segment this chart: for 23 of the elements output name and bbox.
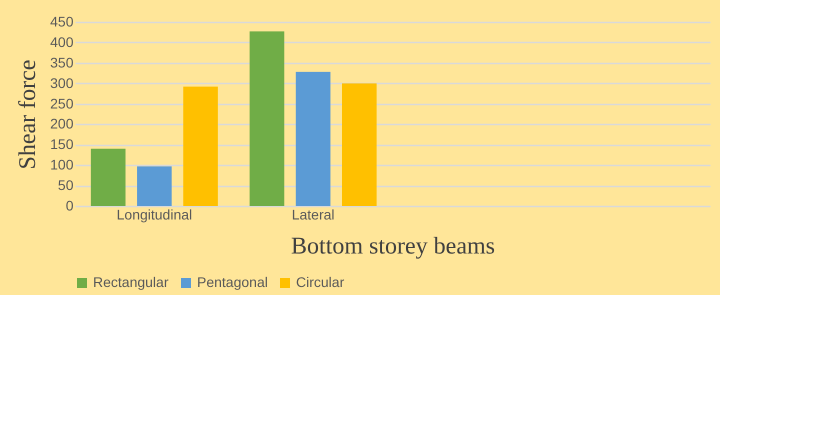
y-tick-label: 0 [66,198,74,214]
y-tick-label: 350 [50,54,74,70]
y-tick-label: 250 [50,95,74,112]
y-tick-label: 300 [50,74,74,91]
y-tick-label: 400 [50,34,74,50]
bar [137,166,172,206]
bar [90,148,126,206]
legend-label: Pentagonal [197,274,268,290]
x-axis-title: Bottom storey beams [291,234,495,260]
legend-label: Rectangular [93,274,169,290]
y-tick-label: 50 [58,177,74,194]
x-tick-label: Longitudinal [116,206,192,222]
y-tick-label: 200 [50,116,74,132]
bar [296,72,330,206]
y-tick-label: 150 [50,136,74,152]
y-axis-title: Shear force [15,60,42,170]
bar [342,83,377,206]
y-tick-label: 450 [50,14,74,30]
y-tick-label: 100 [50,156,74,173]
x-tick-label: Lateral [292,206,335,222]
bar [183,86,218,206]
legend-label: Circular [296,274,345,290]
bar [250,31,284,206]
